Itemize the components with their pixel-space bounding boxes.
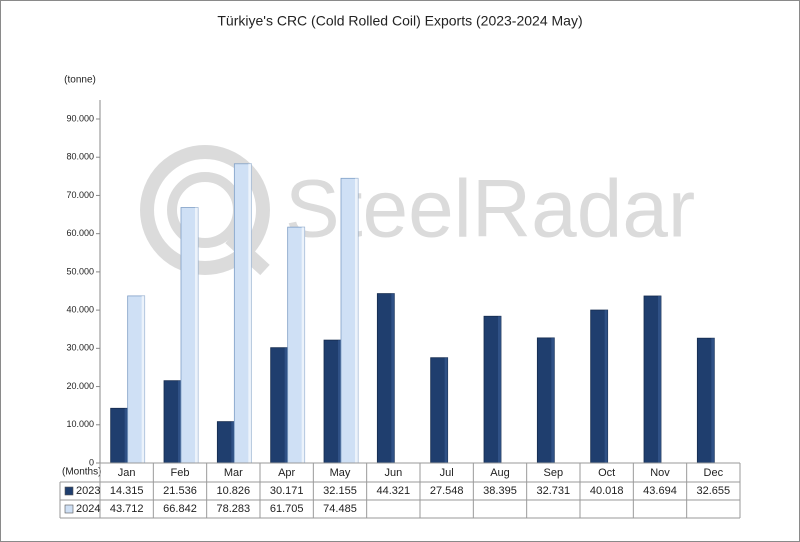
x-tick-label: Jul: [440, 467, 454, 479]
y-tick-label: 80.000: [66, 152, 94, 162]
bar-shade: [124, 408, 128, 463]
table-value: 30.171: [270, 485, 304, 497]
table-value: 38.395: [483, 485, 517, 497]
bar-shade: [195, 207, 198, 463]
table-value: 66.842: [163, 503, 197, 515]
bar-shade: [711, 338, 715, 463]
table-value: 61.705: [270, 503, 304, 515]
y-tick-label: 10.000: [66, 419, 94, 429]
bar-shade: [231, 421, 235, 463]
table-value: 14.315: [110, 485, 144, 497]
x-tick-label: Mar: [224, 467, 243, 479]
table-value: 44.321: [377, 485, 411, 497]
bar-shade: [301, 227, 305, 463]
bar-shade: [604, 310, 608, 463]
legend-label: 2024: [76, 503, 100, 515]
x-tick-label: Jun: [384, 467, 402, 479]
x-tick-label: Oct: [598, 467, 615, 479]
table-value: 21.536: [163, 485, 197, 497]
table-value: 32.731: [537, 485, 571, 497]
y-tick-label: 50.000: [66, 266, 94, 276]
x-tick-label: May: [330, 467, 351, 479]
table-value: 10.826: [217, 485, 251, 497]
table-value: 74.485: [323, 503, 357, 515]
table-value: 43.694: [643, 485, 677, 497]
legend-swatch: [64, 486, 74, 496]
bar-shade: [444, 357, 448, 463]
bar-shade: [141, 295, 145, 463]
x-tick-label: Sep: [544, 467, 564, 479]
table-value: 78.283: [217, 503, 251, 515]
x-tick-label: Jan: [118, 467, 136, 479]
bar-shade: [658, 295, 661, 463]
y-tick-label: 60.000: [66, 228, 94, 238]
table-value: 27.548: [430, 485, 464, 497]
bar-shade: [284, 347, 288, 463]
legend-swatch: [64, 504, 74, 514]
y-tick-label: 70.000: [66, 190, 94, 200]
bar-shade: [178, 380, 181, 463]
table-value: 32.655: [697, 485, 731, 497]
x-tick-label: Aug: [490, 467, 510, 479]
y-tick-label: 0: [89, 457, 94, 467]
x-axis-label: (Months): [62, 467, 101, 478]
bar-shade: [498, 316, 501, 463]
y-tick-label: 20.000: [66, 381, 94, 391]
bar-shade: [551, 337, 555, 463]
legend-label: 2023: [76, 485, 100, 497]
table-value: 43.712: [110, 503, 144, 515]
x-tick-label: Apr: [278, 467, 295, 479]
bar-shade: [355, 178, 358, 464]
x-tick-label: Dec: [704, 467, 724, 479]
bar-shade: [338, 340, 341, 463]
table-value: 40.018: [590, 485, 624, 497]
table-value: 32.155: [323, 485, 357, 497]
y-tick-label: 30.000: [66, 343, 94, 353]
bar-shade: [248, 163, 252, 463]
x-tick-label: Nov: [650, 467, 670, 479]
y-tick-label: 40.000: [66, 304, 94, 314]
bar-shade: [391, 293, 395, 463]
chart-title: Türkiye's CRC (Cold Rolled Coil) Exports…: [217, 13, 582, 29]
x-tick-label: Feb: [171, 467, 190, 479]
y-axis-label: (tonne): [64, 75, 96, 86]
y-tick-label: 90.000: [66, 113, 94, 123]
